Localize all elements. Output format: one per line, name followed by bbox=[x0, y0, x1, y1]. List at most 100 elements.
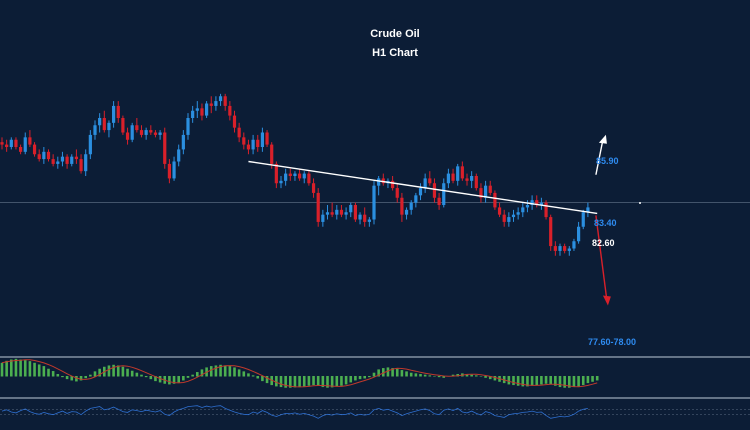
candle bbox=[218, 93, 223, 106]
candle-body bbox=[195, 108, 199, 111]
candle bbox=[586, 202, 590, 218]
candle-body bbox=[298, 173, 302, 179]
candle-body bbox=[465, 178, 469, 181]
candle bbox=[507, 212, 511, 227]
candle bbox=[414, 192, 418, 208]
candle-body bbox=[172, 161, 176, 179]
candle bbox=[432, 178, 437, 203]
candle bbox=[325, 205, 330, 220]
candle-body bbox=[321, 214, 325, 222]
candle bbox=[237, 122, 241, 143]
candle bbox=[125, 127, 130, 145]
candle bbox=[363, 207, 367, 227]
level-label: 82.60 bbox=[592, 238, 615, 248]
candle-body bbox=[237, 127, 241, 138]
candle-body bbox=[521, 207, 525, 213]
candle-body bbox=[293, 173, 297, 176]
candle-body bbox=[549, 217, 553, 247]
candle-body bbox=[279, 180, 283, 184]
candle-body bbox=[144, 130, 148, 135]
candle-body bbox=[98, 118, 102, 126]
candle-body bbox=[470, 176, 474, 181]
candle bbox=[474, 173, 478, 191]
candle-body bbox=[191, 110, 195, 118]
candle-body bbox=[74, 156, 78, 160]
candle-body bbox=[418, 188, 423, 196]
candle bbox=[344, 207, 348, 220]
candle bbox=[46, 149, 51, 162]
candle-body bbox=[153, 132, 158, 135]
candle-body bbox=[442, 183, 446, 205]
candle bbox=[98, 113, 102, 133]
candle bbox=[167, 159, 171, 184]
candle bbox=[228, 101, 232, 121]
candle-body bbox=[391, 180, 395, 189]
candle bbox=[502, 209, 506, 227]
candle bbox=[493, 190, 497, 210]
candle-body bbox=[563, 246, 567, 251]
candle-body bbox=[544, 202, 548, 218]
candle bbox=[358, 212, 362, 225]
candle bbox=[460, 161, 464, 181]
candle bbox=[563, 243, 567, 254]
candle-body bbox=[9, 139, 13, 147]
candle-body bbox=[339, 209, 344, 215]
candle-body bbox=[428, 178, 432, 184]
candle-body bbox=[246, 144, 251, 150]
candle bbox=[232, 110, 237, 133]
candle-body bbox=[93, 125, 97, 135]
candle bbox=[177, 144, 181, 167]
candle-body bbox=[572, 241, 576, 249]
candle-body bbox=[70, 156, 74, 164]
candle-body bbox=[493, 192, 497, 208]
candle-body bbox=[330, 212, 334, 215]
candle-body bbox=[577, 226, 581, 242]
candle bbox=[181, 130, 185, 155]
candle bbox=[316, 188, 320, 227]
candle bbox=[404, 207, 409, 220]
candle bbox=[144, 127, 148, 140]
candle bbox=[284, 168, 288, 186]
candle-body bbox=[0, 142, 4, 145]
candle bbox=[163, 127, 167, 169]
candle bbox=[200, 103, 204, 121]
candle-body bbox=[19, 147, 23, 152]
candle bbox=[418, 183, 423, 201]
candle-body bbox=[214, 101, 218, 106]
candle-body bbox=[200, 108, 204, 116]
candle-body bbox=[325, 212, 330, 215]
candle bbox=[446, 168, 450, 189]
candle-body bbox=[353, 205, 357, 220]
candle-body bbox=[488, 185, 492, 193]
candle-body bbox=[130, 125, 134, 140]
candle-body bbox=[79, 159, 83, 172]
candle-body bbox=[511, 214, 516, 218]
candle-body bbox=[284, 173, 288, 181]
candle-body bbox=[37, 154, 41, 160]
candle-body bbox=[51, 159, 55, 164]
candle bbox=[223, 93, 227, 111]
candle-body bbox=[5, 144, 9, 147]
macd-signal-line bbox=[1, 359, 598, 388]
candle-body bbox=[121, 118, 125, 133]
candle bbox=[298, 168, 302, 181]
candle bbox=[567, 246, 571, 256]
candle-body bbox=[358, 214, 362, 220]
candle-body bbox=[502, 214, 506, 222]
candle bbox=[107, 120, 111, 138]
candle-body bbox=[497, 207, 502, 215]
candle bbox=[377, 176, 381, 196]
candle-body bbox=[567, 248, 571, 251]
candle bbox=[186, 113, 190, 140]
candle-body bbox=[102, 118, 106, 131]
candle bbox=[88, 130, 92, 160]
candle-body bbox=[209, 103, 213, 106]
candle bbox=[70, 154, 74, 167]
candle bbox=[195, 101, 199, 118]
candle-body bbox=[539, 202, 543, 205]
candle bbox=[23, 132, 27, 155]
candle-body bbox=[558, 246, 562, 251]
price-pane bbox=[0, 93, 750, 399]
candle bbox=[121, 115, 125, 135]
rsi-line bbox=[1, 405, 588, 419]
